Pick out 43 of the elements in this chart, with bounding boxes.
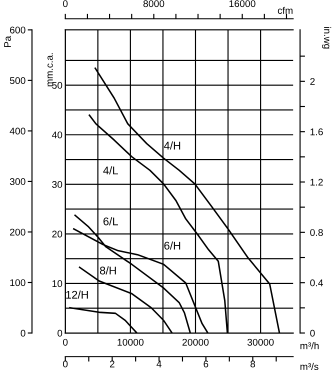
annotation: 6/L (103, 217, 118, 226)
y3-tick-label: 2 (310, 78, 315, 85)
y-tick-label: 300 (10, 178, 26, 186)
annotation: 4/H (164, 141, 180, 150)
y3-tick-label: 1.2 (310, 178, 323, 186)
y3-tick-label: 0.4 (310, 279, 324, 286)
y-tick-label: 600 (10, 26, 26, 34)
annotation: 8/H (100, 266, 116, 274)
text: 0 (63, 360, 68, 368)
text: 2 (110, 360, 114, 368)
x-axis-title: m³/h (300, 342, 319, 350)
y2-tick-label: 20 (52, 230, 62, 238)
y3-axis-title: in.wg (322, 27, 332, 49)
y3-tick-label: 1.6 (310, 128, 323, 136)
y3-tick-label: 0.8 (310, 229, 323, 236)
y3-tick-label: 0 (310, 330, 315, 337)
annotation: 6/H (164, 241, 180, 250)
y-tick-label: 0 (20, 330, 26, 337)
x2-tick-label: 8000 (143, 0, 164, 8)
x-tick-label: 30000 (247, 338, 274, 346)
x2-tick-label: 0 (63, 0, 68, 8)
y-tick-label: 400 (10, 128, 26, 135)
y-tick-label: 100 (10, 279, 26, 286)
y-axis-title: Pa (4, 36, 11, 48)
y2-tick-label: 40 (52, 131, 62, 138)
y-tick-label: 200 (10, 228, 26, 236)
text: 8 (250, 360, 256, 368)
x2-axis-title: cfm (278, 6, 292, 14)
text: 4 (156, 360, 162, 368)
annotation: 4/L (103, 166, 118, 174)
y-tick-label: 500 (10, 77, 26, 84)
y2-axis-title: mm.c.a. (48, 53, 53, 86)
y2-tick-label: 30 (52, 181, 62, 188)
text: 6 (204, 360, 208, 368)
annotation: 12/H (66, 290, 88, 299)
x-tick-label: 10000 (118, 338, 144, 346)
x2-tick-label: 16000 (229, 0, 256, 8)
x-tick-label: 20000 (182, 338, 209, 346)
text: m³/s (300, 362, 318, 370)
y2-tick-label: 50 (52, 82, 62, 89)
x-tick-label: 0 (63, 338, 68, 346)
y2-tick-label: 0 (58, 330, 62, 337)
y2-tick-label: 10 (52, 280, 62, 288)
